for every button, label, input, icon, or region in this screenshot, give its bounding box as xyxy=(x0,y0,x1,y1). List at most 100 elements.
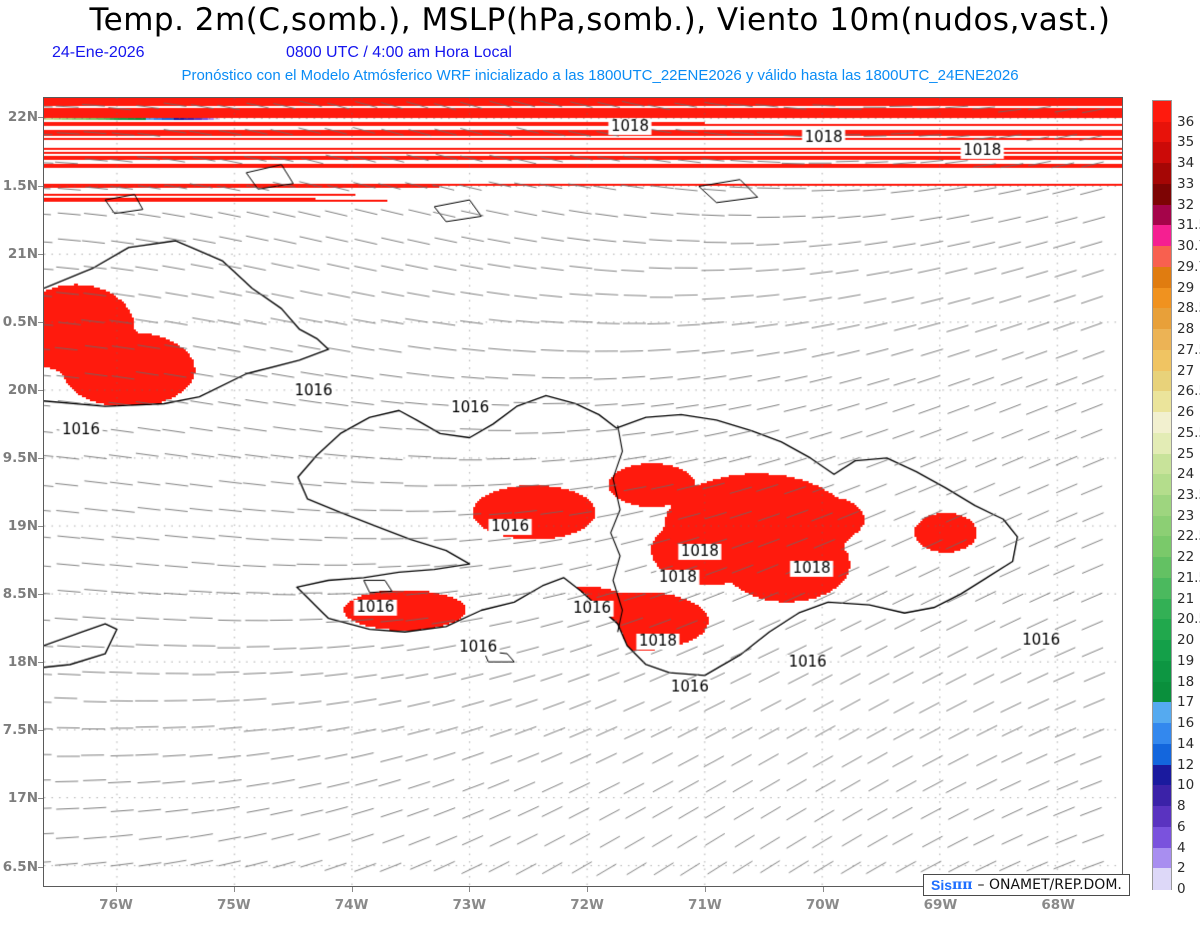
latitude-tick-label: 1.5N xyxy=(2,177,38,194)
latitude-tick xyxy=(38,798,43,800)
colorbar-tick-label: 20 xyxy=(1177,632,1195,649)
colorbar-segment xyxy=(1153,453,1171,475)
forecast-description: Pronóstico con el Modelo Atmósferico WRF… xyxy=(181,67,1019,84)
colorbar-tick-label: 25.5 xyxy=(1177,424,1200,441)
forecast-date: 24-Ene-2026 xyxy=(52,44,145,61)
longitude-tick-label: 75W xyxy=(216,897,251,913)
colorbar-segment xyxy=(1153,391,1171,413)
brand-label: Sis xyxy=(931,877,953,893)
weather-map-canvas xyxy=(44,98,1122,886)
colorbar-tick-label: 10 xyxy=(1177,777,1195,794)
colorbar-tick-label: 23 xyxy=(1177,507,1195,524)
longitude-tick-label: 69W xyxy=(923,897,958,913)
page-title: Temp. 2m(C,somb.), MSLP(hPa,somb.), Vien… xyxy=(89,2,1111,38)
forecast-time: 0800 UTC / 4:00 am Hora Local xyxy=(286,44,512,61)
latitude-tick-label: 8.5N xyxy=(2,586,38,603)
colorbar-tick-label: 12 xyxy=(1177,756,1195,773)
colorbar-tick-label: 30.7 xyxy=(1177,238,1200,255)
colorbar-segment xyxy=(1153,287,1171,309)
colorbar-tick-label: 35 xyxy=(1177,134,1195,151)
latitude-tick-label: 0.5N xyxy=(2,313,38,330)
latitude-tick-label: 17N xyxy=(7,790,38,807)
longitude-tick-label: 70W xyxy=(805,897,840,913)
colorbar-tick-label: 18 xyxy=(1177,673,1195,690)
colorbar-tick-label: 21.5 xyxy=(1177,569,1200,586)
colorbar-segment xyxy=(1153,432,1171,455)
subtitle-row: 24-Ene-2026 0800 UTC / 4:00 am Hora Loca… xyxy=(0,44,1200,64)
longitude-tick xyxy=(587,887,589,892)
colorbar-segment xyxy=(1153,702,1171,724)
latitude-tick-label: 7.5N xyxy=(2,722,38,739)
colorbar-tick-label: 32 xyxy=(1177,196,1195,213)
colorbar-tick-label: 24 xyxy=(1177,466,1195,483)
longitude-tick xyxy=(116,887,118,892)
colorbar-segment xyxy=(1153,660,1171,683)
colorbar-segment xyxy=(1153,308,1171,330)
colorbar-tick-label: 22 xyxy=(1177,549,1195,566)
colorbar-segment xyxy=(1153,204,1171,226)
colorbar-tick-label: 8 xyxy=(1177,798,1186,815)
colorbar-tick-label: 26.5 xyxy=(1177,383,1200,400)
longitude-tick xyxy=(351,887,353,892)
colorbar-tick-label: 4 xyxy=(1177,839,1186,856)
latitude-tick xyxy=(38,662,43,664)
colorbar-tick-label: 14 xyxy=(1177,735,1195,752)
credit-org: ONAMET/REP.DOM. xyxy=(988,877,1122,893)
colorbar-segment xyxy=(1153,640,1171,662)
colorbar-segment xyxy=(1153,101,1171,123)
latitude-tick-label: 22N xyxy=(7,109,38,126)
latitude-tick-label: 19N xyxy=(7,518,38,535)
colorbar-segment xyxy=(1153,577,1171,600)
latitude-tick xyxy=(38,730,43,732)
latitude-tick-label: 6.5N xyxy=(2,858,38,875)
colorbar-tick-label: 23.5 xyxy=(1177,487,1200,503)
colorbar-segment xyxy=(1153,474,1171,496)
latitude-tick xyxy=(38,457,43,459)
colorbar-segment xyxy=(1153,557,1171,579)
latitude-tick-label: 21N xyxy=(7,245,38,262)
longitude-tick xyxy=(822,887,824,892)
colorbar-tick-label: 28 xyxy=(1177,321,1195,338)
credit-separator: – xyxy=(977,877,985,893)
colorbar-segment xyxy=(1153,619,1171,641)
colorbar-segment xyxy=(1153,536,1171,558)
colorbar-tick-label: 20.5 xyxy=(1177,611,1200,628)
temperature-colorbar[interactable] xyxy=(1152,100,1172,890)
colorbar-tick-label: 6 xyxy=(1177,818,1186,835)
latitude-tick xyxy=(38,253,43,255)
colorbar-segment xyxy=(1153,370,1171,392)
longitude-tick xyxy=(469,887,471,892)
latitude-tick-label: 20N xyxy=(7,381,38,398)
colorbar-tick-label: 33 xyxy=(1177,175,1195,192)
longitude-tick-label: 74W xyxy=(334,897,369,913)
latitude-tick xyxy=(38,185,43,187)
colorbar-tick-label: 29.7 xyxy=(1177,258,1200,275)
latitude-tick xyxy=(38,321,43,323)
longitude-tick xyxy=(233,887,235,892)
colorbar-segment xyxy=(1153,743,1171,766)
colorbar-segment xyxy=(1153,163,1171,185)
colorbar-segment xyxy=(1153,785,1171,807)
map-plot-area[interactable] xyxy=(43,97,1123,887)
latitude-tick-label: 9.5N xyxy=(2,449,38,466)
longitude-tick-label: 73W xyxy=(452,897,487,913)
credit-box: Sis ππ – ONAMET/REP.DOM. xyxy=(923,874,1130,896)
latitude-tick xyxy=(38,117,43,119)
colorbar-tick-label: 17 xyxy=(1177,694,1195,711)
longitude-tick-label: 72W xyxy=(570,897,604,913)
colorbar-tick-label: 21 xyxy=(1177,590,1195,607)
latitude-tick xyxy=(38,866,43,868)
colorbar-segment xyxy=(1153,806,1171,828)
latitude-tick-label: 18N xyxy=(7,654,38,671)
colorbar-segment xyxy=(1153,495,1171,517)
latitude-tick xyxy=(38,526,43,528)
brand-suffix-label: ππ xyxy=(952,877,973,893)
colorbar-tick-label: 22.5 xyxy=(1177,528,1200,545)
colorbar-segment xyxy=(1153,349,1171,372)
colorbar-tick-label: 16 xyxy=(1177,715,1195,732)
colorbar-segment xyxy=(1153,121,1171,144)
colorbar-tick-label: 27.5 xyxy=(1177,341,1200,358)
colorbar-segment xyxy=(1153,266,1171,289)
colorbar-tick-label: 34 xyxy=(1177,155,1195,172)
colorbar-segment xyxy=(1153,183,1171,206)
